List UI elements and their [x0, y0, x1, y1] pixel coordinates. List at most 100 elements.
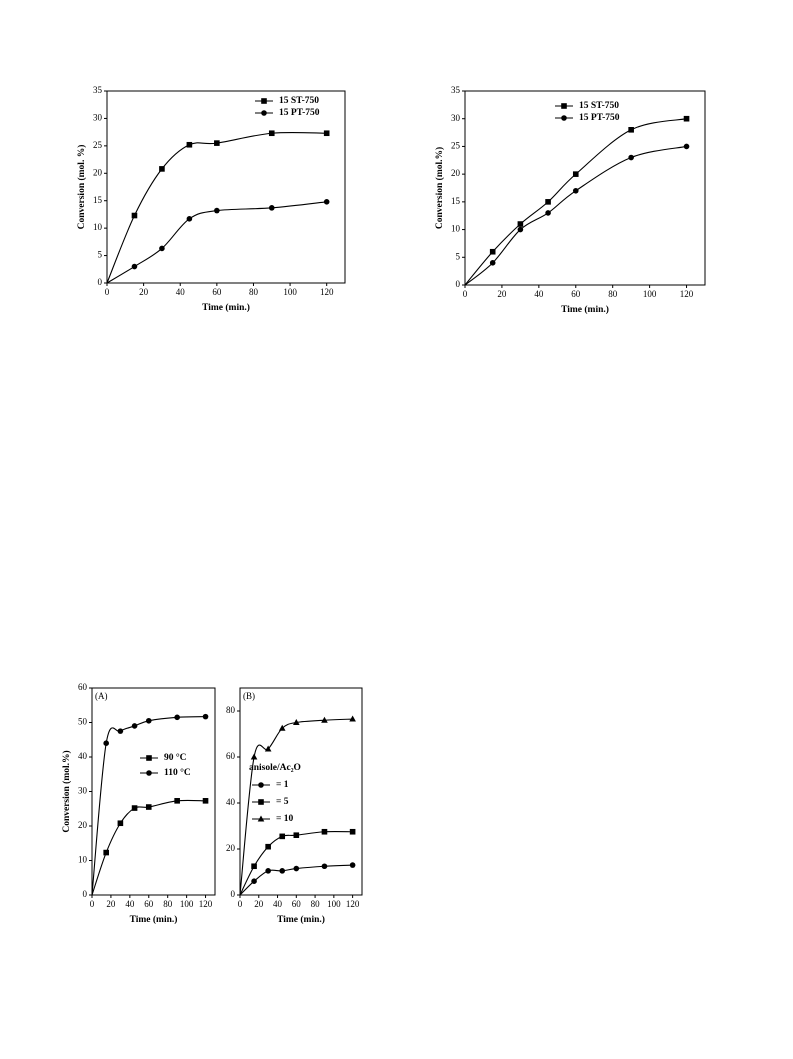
- marker-circle: [628, 154, 634, 161]
- marker-square: [131, 805, 138, 811]
- marker-circle: [174, 714, 180, 721]
- x-tick-label: 80: [163, 899, 173, 909]
- marker-triangle: [321, 716, 328, 723]
- x-tick-label: 120: [199, 899, 213, 909]
- x-tick-label: 60: [212, 287, 222, 297]
- x-tick-label: 80: [608, 289, 618, 299]
- marker-circle: [293, 865, 300, 872]
- legend-label: = 1: [276, 780, 289, 790]
- y-tick-label: 25: [451, 140, 461, 150]
- marker-circle: [279, 868, 286, 874]
- series-line: [106, 131, 327, 284]
- x-tick-label: 100: [283, 287, 297, 297]
- marker-square: [293, 832, 300, 838]
- y-tick-label: 30: [78, 786, 88, 796]
- legend-label: 15 ST-750: [579, 101, 619, 111]
- y-tick-label: 20: [78, 820, 88, 830]
- y-tick-label: 30: [93, 112, 103, 122]
- marker-circle: [349, 862, 356, 868]
- legend-label: 15 ST-750: [279, 96, 319, 106]
- marker-square: [174, 798, 180, 804]
- marker-square: [545, 199, 551, 205]
- marker-square: [517, 221, 524, 227]
- marker-triangle: [278, 724, 286, 731]
- marker-triangle: [349, 715, 356, 722]
- x-tick-label: 0: [463, 289, 468, 299]
- x-tick-label: 120: [320, 287, 334, 297]
- y-tick-label: 60: [226, 751, 236, 761]
- series-line: [464, 118, 687, 286]
- x-tick-label: 120: [680, 289, 694, 299]
- plot-frame: [91, 687, 216, 896]
- x-axis-title: Time (min.): [277, 914, 325, 925]
- marker-circle: [145, 717, 152, 724]
- x-tick-label: 40: [273, 899, 283, 909]
- marker-square: [145, 804, 152, 810]
- marker-square: [202, 798, 209, 804]
- y-axis-title: Conversion (mol.%): [434, 147, 445, 229]
- marker-circle: [202, 713, 209, 720]
- x-tick-label: 20: [497, 289, 507, 299]
- marker-circle: [268, 205, 275, 211]
- marker-triangle: [257, 815, 265, 822]
- marker-square: [261, 98, 267, 104]
- marker-circle: [146, 770, 152, 776]
- y-tick-label: 35: [451, 85, 461, 95]
- marker-square: [572, 171, 579, 177]
- x-tick-label: 100: [180, 899, 194, 909]
- y-axis-title: Conversion (mol.%): [61, 750, 72, 832]
- x-tick-label: 40: [125, 899, 135, 909]
- marker-square: [103, 849, 109, 856]
- x-tick-label: 40: [534, 289, 544, 299]
- y-tick-label: 10: [451, 224, 461, 234]
- marker-square: [214, 140, 220, 146]
- x-tick-label: 80: [249, 287, 259, 297]
- x-tick-label: 20: [139, 287, 149, 297]
- marker-square: [628, 127, 634, 133]
- marker-square: [561, 103, 567, 109]
- marker-circle: [323, 199, 330, 205]
- marker-circle: [489, 260, 496, 266]
- y-tick-label: 5: [98, 250, 103, 260]
- marker-square: [131, 212, 138, 219]
- marker-square: [146, 755, 152, 761]
- marker-circle: [103, 740, 109, 746]
- marker-circle: [186, 216, 193, 222]
- marker-square: [251, 863, 257, 870]
- legend-title: anisole/Ac₂O: [249, 763, 301, 773]
- marker-square: [117, 820, 124, 827]
- legend-label: 90 °C: [164, 752, 187, 763]
- marker-square: [186, 141, 193, 148]
- marker-triangle: [250, 753, 258, 760]
- marker-square: [349, 828, 356, 835]
- series-line: [239, 830, 353, 896]
- x-tick-label: 20: [254, 899, 264, 909]
- marker-circle: [545, 210, 551, 216]
- y-tick-label: 0: [456, 279, 461, 289]
- marker-square: [279, 833, 286, 840]
- marker-square: [321, 828, 328, 835]
- legend-label: 15 PT-750: [279, 108, 320, 118]
- x-axis-title: Time (min.): [561, 304, 609, 315]
- plot-frame: [106, 90, 346, 284]
- panel-label: (B): [243, 691, 255, 701]
- y-tick-label: 20: [226, 843, 236, 853]
- y-tick-label: 0: [83, 889, 88, 899]
- series-line: [91, 799, 206, 896]
- y-tick-label: 80: [226, 705, 236, 715]
- y-tick-label: 50: [78, 717, 88, 727]
- marker-circle: [131, 723, 138, 729]
- y-tick-label: 5: [456, 251, 461, 261]
- y-tick-label: 15: [93, 195, 103, 205]
- y-axis-title: Conversion (mol. %): [76, 145, 87, 230]
- x-tick-label: 60: [292, 899, 302, 909]
- marker-circle: [214, 207, 220, 214]
- marker-circle: [561, 115, 567, 121]
- y-tick-label: 30: [451, 113, 461, 123]
- y-tick-label: 20: [93, 167, 103, 177]
- marker-triangle: [293, 719, 300, 725]
- x-tick-label: 60: [571, 289, 581, 299]
- marker-square: [323, 130, 330, 137]
- marker-circle: [321, 863, 328, 870]
- x-tick-label: 0: [238, 899, 243, 909]
